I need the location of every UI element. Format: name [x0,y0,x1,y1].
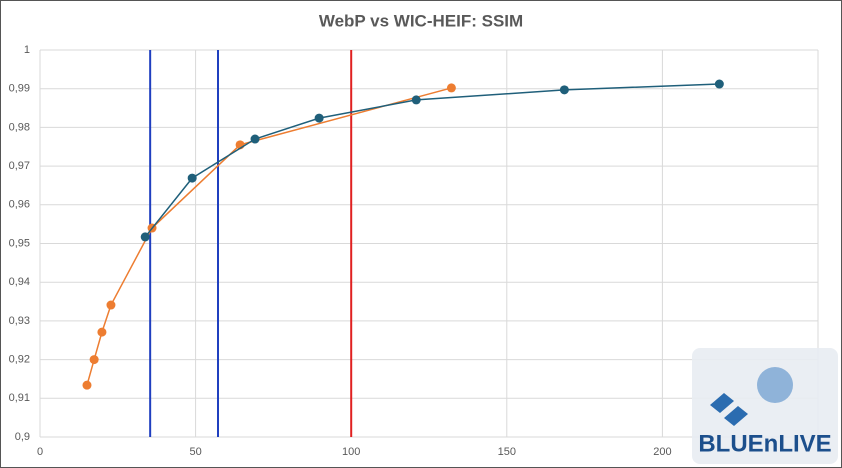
x-tick-label: 50 [189,446,201,458]
data-point [314,113,324,123]
data-point [446,83,456,93]
data-point [250,134,260,144]
data-point [106,300,116,310]
y-tick-label: 0,93 [9,315,30,327]
data-point [559,85,569,95]
y-tick-label: 0,99 [9,83,30,95]
x-tick-label: 150 [498,446,516,458]
data-point [140,232,150,242]
y-tick-label: 0,96 [9,199,30,211]
x-tick-label: 0 [37,446,43,458]
data-point [411,95,421,105]
watermark-text: BLUEnLIVE [698,430,831,457]
data-point [97,327,107,337]
x-tick-label: 200 [653,446,671,458]
y-tick-label: 1 [24,44,30,56]
watermark: BLUEnLIVE [692,348,838,464]
y-tick-label: 0,98 [9,121,30,133]
data-point [714,79,724,89]
y-tick-label: 0,95 [9,237,30,249]
y-tick-label: 0,9 [15,431,30,443]
watermark-box [692,348,838,464]
data-point [89,355,99,365]
y-tick-label: 0,97 [9,160,30,172]
x-tick-label: 100 [342,446,360,458]
watermark-figure [757,367,793,403]
watermark-icon [710,393,748,426]
chart-title: WebP vs WIC-HEIF: SSIM [319,11,523,30]
y-tick-label: 0,91 [9,392,30,404]
data-point [82,380,92,390]
data-point [187,173,197,183]
y-tick-label: 0,92 [9,354,30,366]
y-tick-label: 0,94 [9,276,30,288]
